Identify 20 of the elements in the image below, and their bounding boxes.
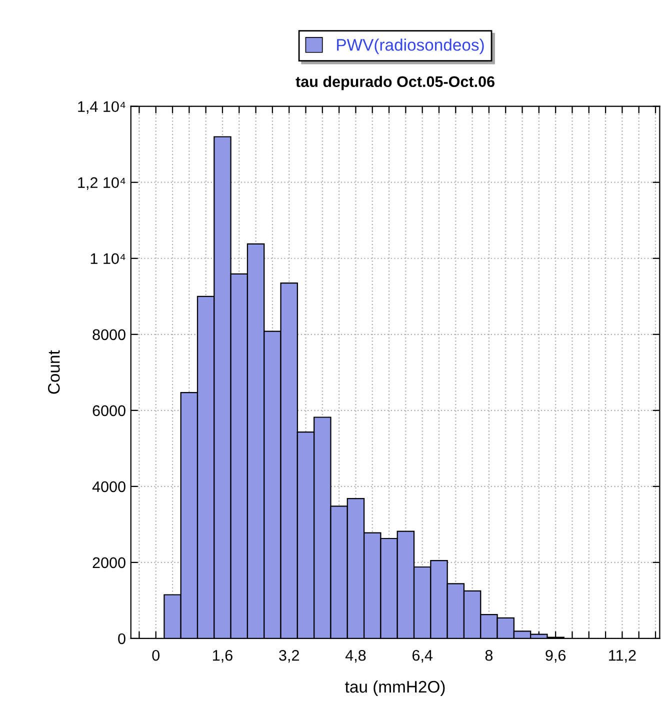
y-tick-label: 8000: [92, 329, 126, 340]
chart-title: tau depurado Oct.05-Oct.06: [296, 76, 494, 90]
x-tick-label: 6,4: [412, 650, 433, 663]
x-tick-label: 11,2: [609, 650, 636, 663]
x-tick-label: 4,8: [345, 650, 366, 663]
y-tick-label: 6000: [92, 405, 126, 416]
y-tick-label: 1,2 10⁴: [78, 177, 126, 190]
x-tick-label: 1,6: [213, 650, 232, 663]
x-tick-label: 8: [485, 650, 493, 661]
x-axis-title: tau (mmH2O): [345, 680, 445, 696]
y-tick-label: 2000: [92, 557, 126, 568]
y-tick-label: 4000: [92, 481, 126, 492]
x-tick-label: 3,2: [279, 650, 299, 663]
y-tick-label: 1,4 10⁴: [78, 101, 126, 114]
y-tick-label: 1 10⁴: [90, 253, 126, 264]
x-tick-label: 0: [152, 650, 160, 661]
y-axis-title: Count: [48, 350, 60, 394]
x-tick-label: 9,6: [546, 650, 566, 663]
legend-label: PWV(radiosondeos): [337, 38, 484, 54]
y-tick-label: 0: [118, 633, 126, 644]
